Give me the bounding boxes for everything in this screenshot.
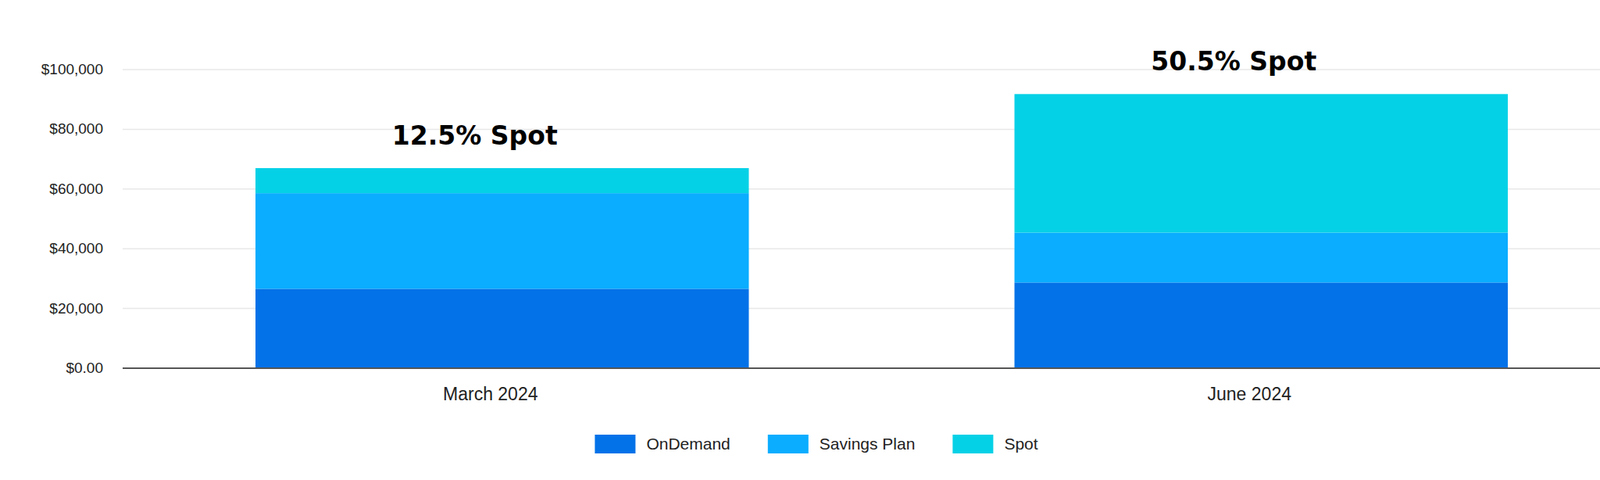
- x-axis-line: [122, 367, 1600, 369]
- bar-segment: [255, 167, 749, 193]
- chart-svg: $0.00 $20,000 $40,000 $60,000 $80,000 $100,00…: [0, 0, 1600, 480]
- grid-line: [122, 68, 1600, 71]
- legend-swatch: [952, 434, 993, 454]
- legend-label: Spot: [1003, 434, 1038, 453]
- bars: [255, 93, 1508, 368]
- chart-container: $0.00 $20,000 $40,000 $60,000 $80,000 $100,00…: [0, 0, 1600, 480]
- legend-label: Savings Plan: [819, 434, 916, 453]
- annotation: 12.5% Spot: [392, 120, 558, 151]
- y-tick-label: $60,000: [49, 180, 104, 197]
- y-tick-label: $40,000: [49, 239, 104, 257]
- grid: [122, 69, 1600, 309]
- x-tick-label: March 2024: [442, 383, 539, 404]
- annotation: 50.5% Spot: [1150, 46, 1317, 77]
- legend: OnDemand Savings Plan Spot: [594, 434, 1038, 454]
- bar-segment: [1014, 232, 1508, 283]
- y-tick-label: $100,000: [41, 60, 104, 78]
- y-tick-label: $0.00: [65, 359, 104, 376]
- bar-segment: [255, 288, 749, 368]
- bar-segment: [1014, 282, 1508, 368]
- legend-swatch: [767, 434, 809, 454]
- legend-label: OnDemand: [646, 434, 730, 453]
- y-tick-label: $80,000: [49, 120, 104, 137]
- y-tick-label: $20,000: [49, 300, 104, 317]
- bar-segment: [1014, 93, 1508, 233]
- x-tick-label: June 2024: [1207, 383, 1293, 404]
- bar-segment: [255, 192, 749, 289]
- legend-swatch: [594, 434, 636, 454]
